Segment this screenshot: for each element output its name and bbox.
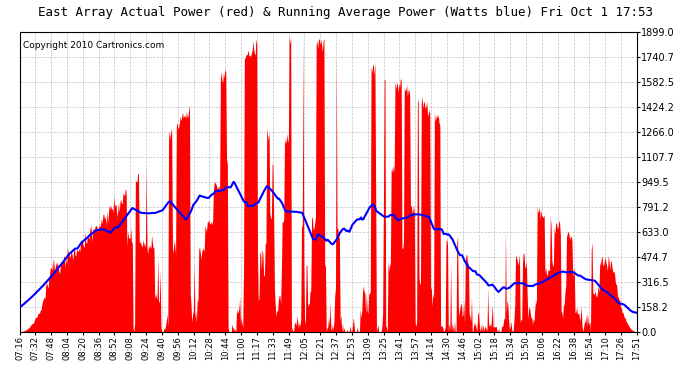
Text: East Array Actual Power (red) & Running Average Power (Watts blue) Fri Oct 1 17:: East Array Actual Power (red) & Running … — [37, 6, 653, 19]
Text: Copyright 2010 Cartronics.com: Copyright 2010 Cartronics.com — [23, 41, 164, 50]
